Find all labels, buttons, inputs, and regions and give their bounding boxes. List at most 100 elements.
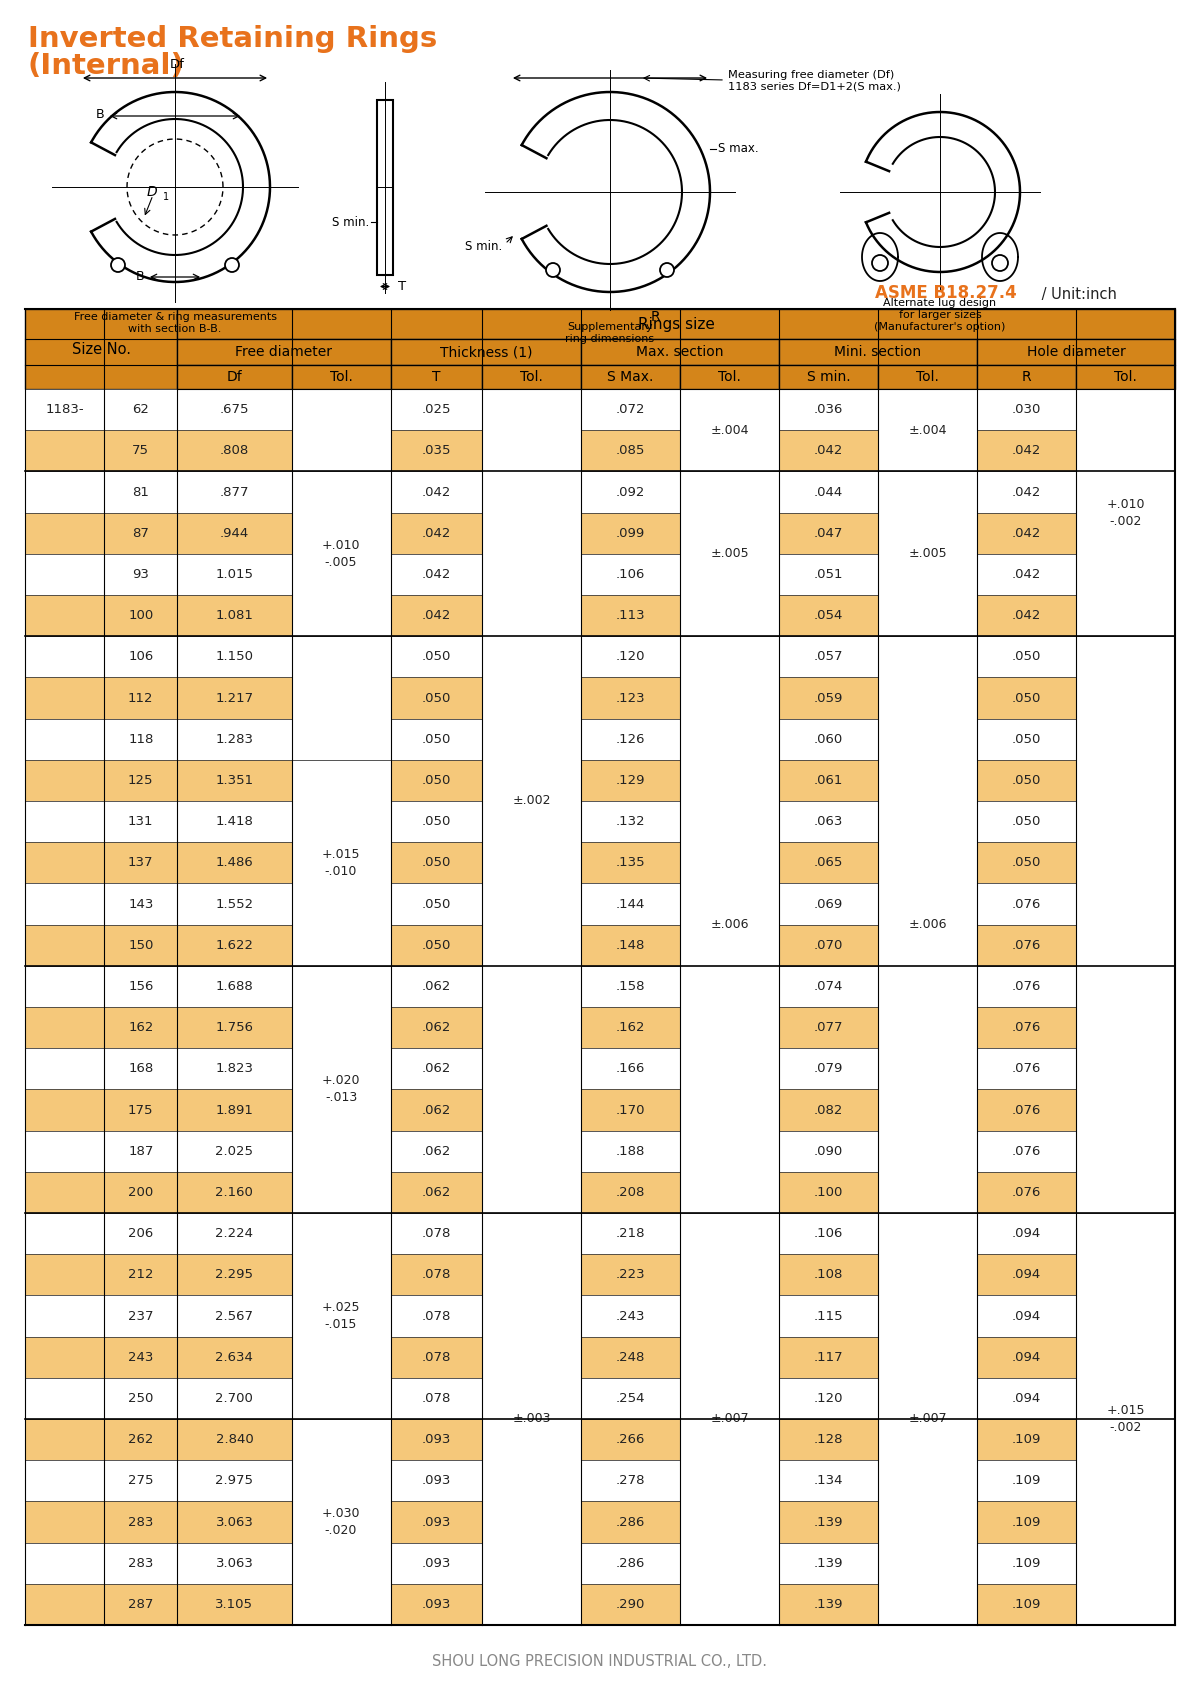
Bar (1076, 1378, 1175, 1419)
Text: .078: .078 (421, 1392, 451, 1405)
Bar (390, 1459, 482, 1502)
Text: .109: .109 (1012, 1515, 1042, 1529)
Bar (878, 472, 977, 636)
Bar (292, 431, 390, 472)
Text: 156: 156 (128, 979, 154, 993)
Text: ±.005: ±.005 (908, 548, 947, 560)
Bar (977, 1089, 1076, 1130)
Bar (390, 966, 482, 1006)
Bar (390, 1049, 482, 1089)
Bar (779, 1173, 878, 1213)
Text: ±.007: ±.007 (908, 1412, 947, 1425)
Text: .094: .094 (1012, 1268, 1042, 1281)
Bar (104, 636, 178, 677)
Text: .050: .050 (1012, 774, 1042, 787)
Text: .074: .074 (814, 979, 844, 993)
Bar (680, 636, 779, 677)
Text: .042: .042 (421, 609, 451, 623)
Bar (779, 1583, 878, 1626)
Bar (680, 677, 779, 718)
Bar (977, 925, 1076, 966)
Bar (878, 1502, 977, 1543)
Text: 1.552: 1.552 (215, 898, 253, 911)
Text: .093: .093 (421, 1475, 451, 1487)
Text: .188: .188 (616, 1145, 646, 1157)
Text: .078: .078 (421, 1227, 451, 1241)
Bar (178, 1173, 292, 1213)
Bar (292, 389, 390, 431)
Text: 2.634: 2.634 (216, 1351, 253, 1364)
Text: Size No.: Size No. (72, 341, 131, 356)
Bar (878, 760, 977, 801)
Bar (977, 1254, 1076, 1295)
Bar (292, 553, 390, 596)
Bar (977, 1378, 1076, 1419)
Bar (680, 1543, 779, 1583)
Bar (292, 966, 390, 1213)
Bar (680, 884, 779, 925)
Bar (104, 1213, 178, 1254)
Text: 2.295: 2.295 (216, 1268, 253, 1281)
Bar (581, 1583, 680, 1626)
Bar (878, 677, 977, 718)
Bar (25, 1543, 104, 1583)
Bar (482, 1543, 581, 1583)
Text: .078: .078 (421, 1310, 451, 1322)
Bar (390, 1130, 482, 1173)
Bar (104, 1295, 178, 1337)
Text: 1.688: 1.688 (216, 979, 253, 993)
Bar (178, 365, 292, 389)
Bar (680, 596, 779, 636)
Bar (680, 966, 779, 1006)
Text: .093: .093 (421, 1432, 451, 1446)
Bar (680, 389, 779, 431)
Bar (482, 596, 581, 636)
Text: .254: .254 (616, 1392, 646, 1405)
Bar (292, 596, 390, 636)
Bar (1076, 842, 1175, 884)
Bar (292, 718, 390, 760)
Bar (1076, 389, 1175, 636)
Text: .094: .094 (1012, 1392, 1042, 1405)
Text: +.015
-.010: +.015 -.010 (322, 848, 360, 877)
Bar (1076, 1295, 1175, 1337)
Bar (482, 1583, 581, 1626)
Bar (178, 1502, 292, 1543)
Text: .078: .078 (421, 1351, 451, 1364)
Bar (581, 1419, 680, 1459)
Bar (1076, 801, 1175, 842)
Text: .132: .132 (616, 815, 646, 828)
Bar (878, 718, 977, 760)
Bar (878, 1213, 977, 1254)
Text: 1.622: 1.622 (216, 938, 253, 952)
Bar (878, 1049, 977, 1089)
Bar (178, 1337, 292, 1378)
Bar (977, 636, 1076, 677)
Bar (1076, 1583, 1175, 1626)
Bar (1076, 966, 1175, 1006)
Bar (1076, 1337, 1175, 1378)
Bar (292, 1337, 390, 1378)
Bar (104, 1173, 178, 1213)
Text: Alternate lug design: Alternate lug design (883, 299, 996, 307)
Bar (482, 1130, 581, 1173)
Bar (779, 1459, 878, 1502)
Bar (178, 309, 1175, 339)
Bar (482, 801, 581, 842)
Bar (104, 842, 178, 884)
Bar (482, 389, 581, 1213)
Bar (581, 636, 680, 677)
Text: 81: 81 (132, 485, 149, 499)
Text: .059: .059 (814, 691, 844, 704)
Bar (292, 365, 390, 389)
Text: 3.105: 3.105 (216, 1599, 253, 1610)
Bar (25, 760, 104, 801)
Text: ±.004: ±.004 (908, 424, 947, 436)
Bar (104, 760, 178, 801)
Text: .061: .061 (814, 774, 844, 787)
Bar (779, 760, 878, 801)
Text: 1.486: 1.486 (216, 857, 253, 869)
Bar (178, 472, 292, 512)
Bar (680, 1295, 779, 1337)
Bar (878, 1419, 977, 1459)
